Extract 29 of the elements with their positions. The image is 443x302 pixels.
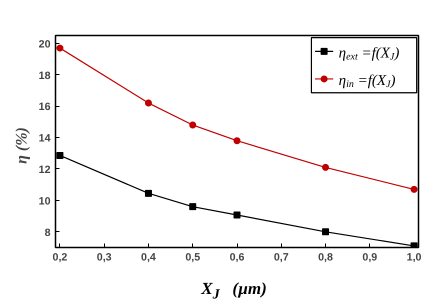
y-tick-label: 12 bbox=[38, 164, 51, 176]
y-tick-label: 18 bbox=[38, 70, 51, 82]
x-tick-label: 1,0 bbox=[406, 252, 422, 264]
x-tick-label: 0,7 bbox=[274, 252, 289, 264]
y-tick-label: 10 bbox=[38, 195, 51, 208]
point bbox=[234, 137, 240, 144]
y-tick-label: 8 bbox=[44, 226, 51, 239]
y-tick-label: 14 bbox=[38, 132, 51, 145]
point bbox=[56, 152, 64, 159]
x-tick-label: 0,6 bbox=[230, 252, 244, 264]
point bbox=[144, 100, 152, 107]
x-tick-label: 0,3 bbox=[96, 252, 112, 264]
x-axis-title: X$_{J}$ (µm) bbox=[201, 278, 267, 302]
point bbox=[189, 203, 196, 210]
x-tick-label: 0,8 bbox=[318, 252, 334, 264]
x-tick-label: 0,2 bbox=[52, 252, 68, 264]
x-tick-label: 0,4 bbox=[141, 252, 156, 264]
point bbox=[56, 44, 64, 52]
point bbox=[189, 122, 196, 129]
y-axis-title: η (%) bbox=[14, 127, 31, 164]
point bbox=[410, 186, 418, 193]
point bbox=[234, 211, 240, 218]
point bbox=[322, 164, 330, 171]
y-tick-label: 16 bbox=[38, 101, 51, 114]
point bbox=[322, 228, 330, 236]
x-tick-label: 0,5 bbox=[185, 252, 200, 264]
point bbox=[144, 190, 152, 197]
x-tick-label: 0,9 bbox=[362, 252, 378, 264]
y-tick-label: 20 bbox=[38, 38, 51, 50]
